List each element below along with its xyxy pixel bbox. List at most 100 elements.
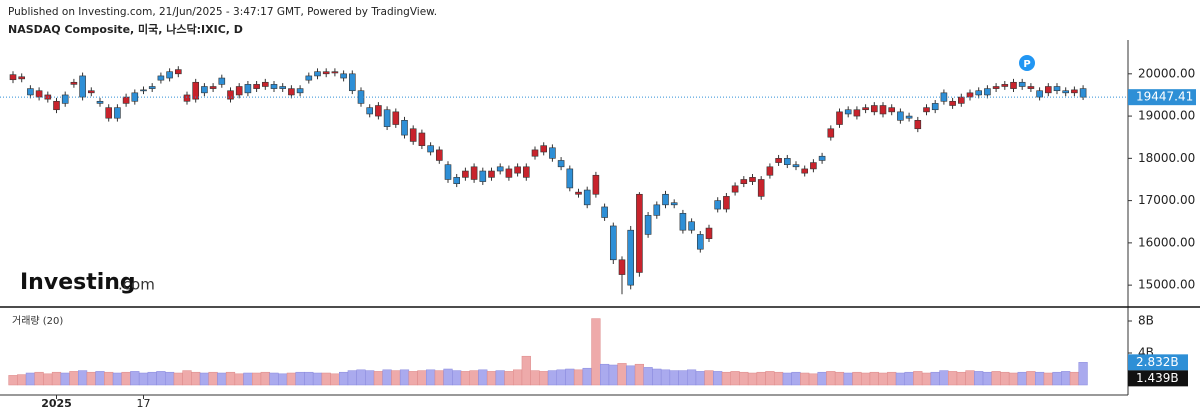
y-tick-label: 19000.00 xyxy=(1138,109,1195,123)
candle-body xyxy=(714,200,722,210)
candle-body xyxy=(723,196,730,210)
candle-body xyxy=(279,86,287,89)
candle-body xyxy=(418,132,426,146)
candle-body xyxy=(636,193,643,273)
candle-body xyxy=(1062,90,1069,94)
volume-bar xyxy=(852,371,862,386)
last-price-tag xyxy=(1128,89,1196,106)
volume-bar xyxy=(95,371,105,386)
candle-body xyxy=(836,111,843,125)
y-tick-label: 20000.00 xyxy=(1138,66,1195,80)
volume-bar xyxy=(78,370,88,386)
candle-body xyxy=(766,166,774,176)
volume-bar xyxy=(86,371,96,386)
volume-bar xyxy=(895,372,905,386)
candle-body xyxy=(575,191,582,195)
candle-body xyxy=(18,76,26,80)
candle-body xyxy=(949,100,956,106)
volume-bar xyxy=(365,370,375,386)
candle-body xyxy=(984,88,991,96)
candle-body xyxy=(322,71,330,75)
candle-body xyxy=(514,166,521,174)
candle-body xyxy=(1001,84,1009,87)
volume-bar xyxy=(478,369,488,386)
volume-bar xyxy=(974,371,984,386)
candle-body xyxy=(166,71,173,79)
volume-bar xyxy=(312,372,323,386)
volume-bar xyxy=(991,371,1001,386)
volume-bar xyxy=(678,370,688,386)
volume-bar xyxy=(112,372,123,386)
annotation-text: P xyxy=(1023,59,1030,70)
candle-body xyxy=(653,204,661,216)
candle-body xyxy=(505,168,513,178)
volume-bar xyxy=(278,373,288,386)
candle-body xyxy=(801,168,809,174)
volume-bar xyxy=(1061,371,1071,386)
volume-bar xyxy=(1069,371,1080,386)
candle-body xyxy=(566,168,574,189)
candle-body xyxy=(53,100,60,111)
volume-bar xyxy=(495,370,505,386)
volume-bar xyxy=(443,368,453,386)
candle-body xyxy=(1010,81,1017,89)
candle-body xyxy=(183,94,191,102)
volume-bar xyxy=(939,370,949,386)
candle-body xyxy=(209,86,217,89)
candle-body xyxy=(1045,86,1052,94)
volume-bar xyxy=(513,369,523,386)
y-tick-label: 17000.00 xyxy=(1138,193,1195,207)
volume-bar xyxy=(304,371,314,386)
volume-bar xyxy=(617,363,627,386)
candle-body xyxy=(201,86,208,94)
candle-body xyxy=(488,170,495,178)
candle-body xyxy=(131,92,139,102)
candle-body xyxy=(1071,89,1078,94)
candle-body xyxy=(827,128,835,138)
candle-body xyxy=(531,149,539,157)
volume-bar xyxy=(843,372,853,386)
volume-bar xyxy=(208,371,218,386)
volume-bar xyxy=(730,371,740,386)
volume-bar xyxy=(60,372,70,386)
candle-body xyxy=(992,86,1000,89)
candle-body xyxy=(522,166,530,178)
candle-body xyxy=(696,234,704,250)
volume-bar xyxy=(426,369,436,386)
candle-body xyxy=(1053,86,1061,92)
volume-bar xyxy=(1026,371,1036,386)
volume-bar xyxy=(878,372,888,386)
volume-bar xyxy=(626,365,636,386)
volume-bar xyxy=(25,372,35,386)
candle-body xyxy=(218,77,226,85)
volume-bar xyxy=(704,370,714,386)
volume-tag xyxy=(1128,354,1188,371)
volume-bar xyxy=(391,370,401,386)
candle-body xyxy=(157,75,165,81)
candle-body xyxy=(540,145,548,153)
candle-body xyxy=(592,174,600,195)
candle-body xyxy=(44,94,52,100)
candle-body xyxy=(122,96,130,104)
candle-body xyxy=(1036,90,1043,98)
candle-body xyxy=(905,115,913,119)
candle-body xyxy=(235,86,243,96)
candle-body xyxy=(931,103,939,111)
candle-body xyxy=(810,162,817,170)
volume-bar xyxy=(17,374,27,386)
candle-body xyxy=(462,170,469,178)
candle-body xyxy=(923,107,930,113)
volume-bar xyxy=(147,371,157,386)
candle-body xyxy=(957,96,965,104)
volume-bar xyxy=(191,371,201,386)
candle-body xyxy=(966,92,974,98)
candle-body xyxy=(618,259,626,275)
candle-body xyxy=(496,166,504,172)
volume-bar xyxy=(1052,371,1062,386)
volume-bar xyxy=(69,371,79,386)
volume-bar xyxy=(904,371,914,386)
volume-bar xyxy=(930,371,940,386)
candle-body xyxy=(427,145,434,153)
volume-bar xyxy=(826,371,836,386)
candle-body xyxy=(879,105,887,115)
